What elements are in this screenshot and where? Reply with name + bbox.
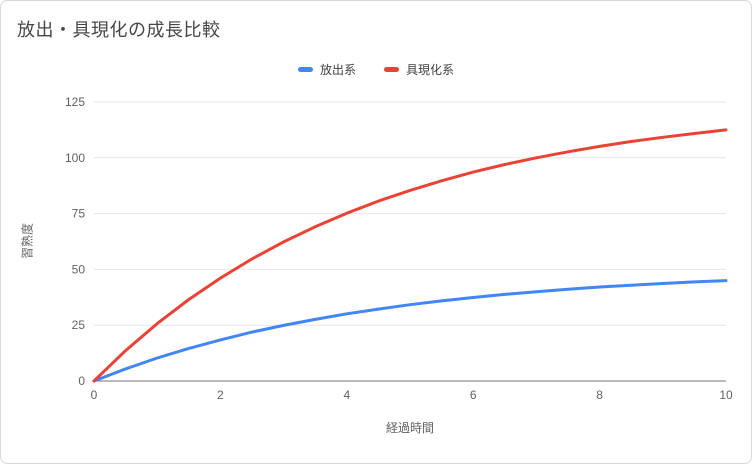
y-tick-label: 25: [72, 318, 86, 332]
x-axis-title: 経過時間: [385, 421, 434, 435]
legend-marker: [297, 67, 313, 72]
series-line-2[interactable]: [92, 128, 728, 383]
y-tick-label: 75: [72, 207, 86, 221]
legend-label: 具現化系: [406, 63, 455, 77]
legend-label: 放出系: [319, 63, 356, 77]
x-tick-label: 0: [91, 388, 98, 402]
y-tick-label: 125: [65, 95, 85, 109]
legend-item-2[interactable]: 具現化系: [384, 61, 454, 78]
y-tick-label: 50: [72, 262, 86, 276]
y-axis-title: 習熟度: [20, 222, 35, 260]
legend-marker: [384, 67, 399, 72]
series-line-1[interactable]: [92, 279, 728, 383]
y-tick-label: 100: [65, 151, 85, 165]
y-tick-label: 0: [78, 374, 85, 388]
x-tick-label: 4: [343, 388, 350, 402]
x-tick-label: 8: [596, 388, 603, 402]
x-tick-label: 10: [719, 388, 733, 402]
x-tick-label: 2: [217, 388, 224, 402]
chart-legend: 放出系 具現化系: [1, 61, 751, 78]
x-tick-label: 6: [470, 388, 477, 402]
legend-item-1[interactable]: 放出系: [297, 61, 356, 78]
chart-title: 放出・具現化の成長比較: [17, 20, 221, 40]
